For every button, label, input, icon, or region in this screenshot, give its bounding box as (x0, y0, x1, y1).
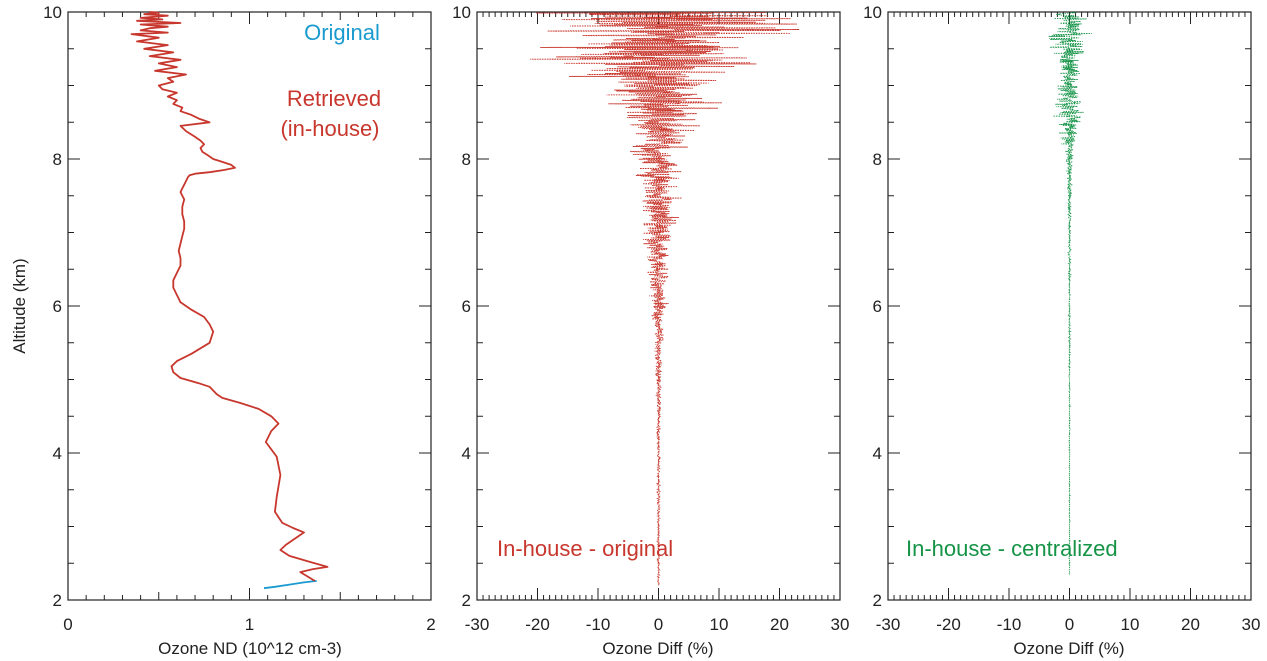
x-axis-label: Ozone Diff (%) (1013, 639, 1124, 658)
x-tick-label: 10 (710, 615, 729, 634)
x-tick-label: 0 (654, 615, 663, 634)
y-tick-label: 6 (462, 297, 471, 316)
y-tick-label: 8 (873, 150, 882, 169)
x-tick-label: 0 (1065, 615, 1074, 634)
x-axis-label: Ozone ND (10^12 cm-3) (158, 639, 342, 658)
panel-diff-original: 2 4 6 8 10 -30 -20 -10 0 10 20 30 In-house - origin… (452, 3, 849, 658)
x-axis-label: Ozone Diff (%) (602, 639, 713, 658)
y-tick-label: 2 (873, 591, 882, 610)
x-tick-label: -10 (997, 615, 1022, 634)
x-tick-label: 2 (426, 615, 435, 634)
y-tick-label: 4 (53, 444, 62, 463)
x-tick-label: -10 (586, 615, 611, 634)
x-tick-label: 0 (63, 615, 72, 634)
y-tick-label: 10 (863, 3, 882, 22)
plot-marks (130, 11, 329, 590)
x-tick-label: 10 (1121, 615, 1140, 634)
x-tick-label: -20 (936, 615, 961, 634)
axis-ticks: 2 4 6 8 10 0 1 2 (43, 3, 436, 634)
y-tick-label: 8 (462, 150, 471, 169)
y-tick-label: 2 (53, 591, 62, 610)
axis-ticks: 2 4 6 8 10 -30 -20 -10 0 10 20 30 (452, 3, 849, 634)
axis-ticks: 2 4 6 8 10 -30 -20 -10 0 10 20 30 (863, 3, 1260, 634)
y-axis-label: Altitude (km) (10, 258, 29, 353)
annotation-in-house: (in-house) (280, 116, 379, 141)
panel-diff-centralized: 2 4 6 8 10 -30 -20 -10 0 10 20 30 In-house - centra… (863, 3, 1260, 658)
x-tick-label: -30 (876, 615, 901, 634)
y-tick-label: 10 (452, 3, 471, 22)
series-line-retrieved-in-house (130, 11, 329, 582)
plot-marks (530, 11, 800, 586)
y-tick-label: 4 (462, 444, 471, 463)
y-tick-label: 10 (43, 3, 62, 22)
y-tick-label: 6 (53, 297, 62, 316)
annotation-in-house-original: In-house - original (497, 536, 673, 561)
plot-marks (1048, 11, 1092, 575)
series-line-original (263, 580, 317, 590)
y-tick-label: 6 (873, 297, 882, 316)
annotation-in-house-centralized: In-house - centralized (906, 536, 1118, 561)
x-tick-label: 30 (831, 615, 850, 634)
x-tick-label: -20 (525, 615, 550, 634)
diff-original-points (530, 11, 800, 586)
x-tick-label: 1 (245, 615, 254, 634)
y-tick-label: 4 (873, 444, 882, 463)
x-tick-label: -30 (465, 615, 490, 634)
x-tick-label: 30 (1242, 615, 1261, 634)
y-tick-label: 2 (462, 591, 471, 610)
y-tick-label: 8 (53, 150, 62, 169)
annotation-original: Original (304, 20, 380, 45)
diff-centralized-points (1048, 11, 1092, 575)
x-tick-label: 20 (1181, 615, 1200, 634)
annotation-retrieved: Retrieved (287, 86, 381, 111)
x-tick-label: 20 (770, 615, 789, 634)
